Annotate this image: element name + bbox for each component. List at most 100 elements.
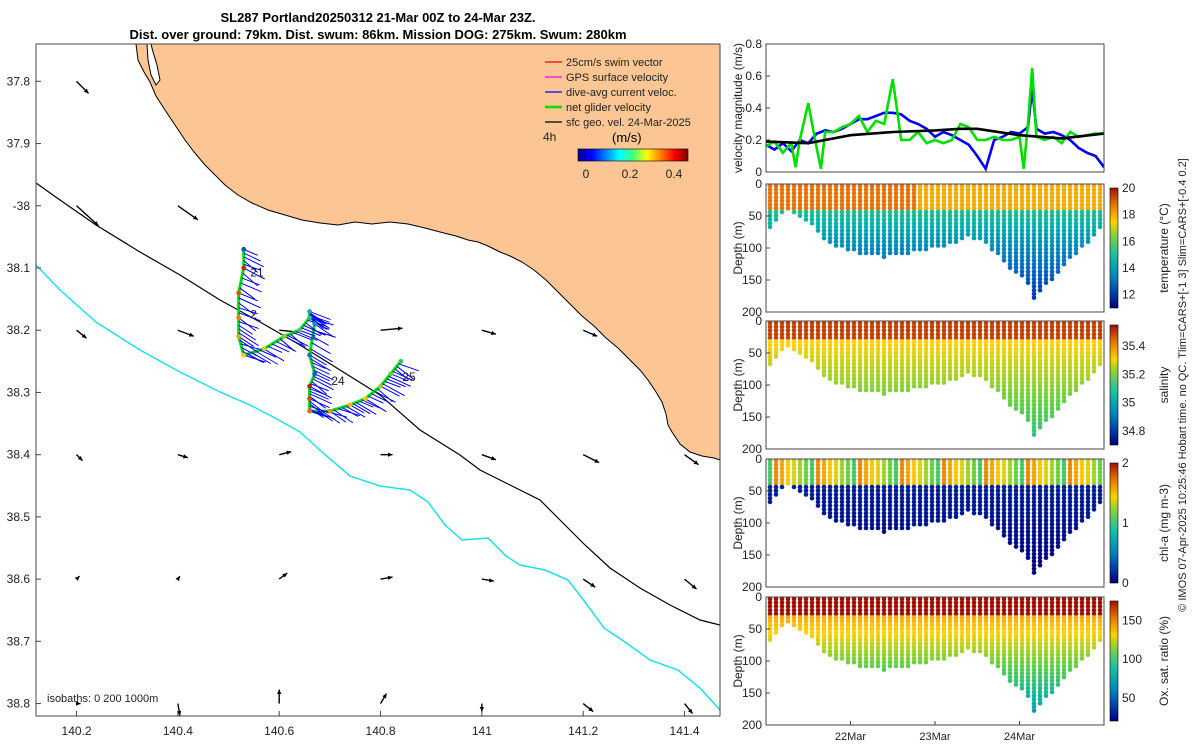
section-sample	[893, 243, 899, 248]
section-sample	[1013, 466, 1019, 471]
section-sample	[881, 525, 887, 531]
section-sample	[911, 206, 917, 211]
section-sample	[881, 372, 887, 378]
section-sample	[857, 369, 863, 374]
section-sample	[1091, 462, 1097, 468]
section-sample	[869, 626, 875, 632]
section-sample	[881, 324, 887, 330]
section-sample	[1019, 343, 1025, 348]
section-sample	[845, 346, 851, 352]
section-sample	[1043, 239, 1049, 245]
section-sample	[857, 495, 863, 501]
section-sample	[881, 365, 887, 370]
section-sample	[863, 615, 869, 620]
section-sample	[1097, 183, 1103, 189]
colorbar-tick-label: 14	[1122, 261, 1136, 275]
section-sample	[1049, 626, 1055, 632]
section-sample	[869, 380, 875, 385]
section-sample	[1091, 339, 1097, 344]
section-sample	[1049, 540, 1055, 546]
section-sample	[959, 626, 965, 632]
section-sample	[1019, 246, 1025, 252]
section-sample	[935, 458, 941, 464]
section-sample	[773, 473, 779, 479]
section-sample	[827, 492, 833, 497]
section-sample	[827, 198, 833, 204]
section-sample	[1049, 492, 1055, 497]
section-sample	[1049, 243, 1055, 248]
section-sample	[959, 206, 965, 211]
section-sample	[995, 458, 1001, 464]
section-sample	[1061, 510, 1067, 516]
section-sample	[1091, 361, 1097, 367]
section-sample	[1037, 615, 1043, 620]
section-sample	[1037, 596, 1043, 602]
section-sample	[1073, 626, 1079, 632]
section-sample	[1019, 365, 1025, 370]
depth-tick-label: 50	[749, 346, 763, 360]
section-sample	[1037, 287, 1043, 293]
section-sample	[1031, 682, 1037, 687]
section-sample	[1067, 622, 1073, 628]
section-sample	[839, 235, 845, 241]
section-sample	[929, 369, 935, 374]
section-sample	[929, 611, 935, 617]
section-sample	[1091, 503, 1097, 508]
section-sample	[1001, 395, 1007, 400]
section-sample	[917, 622, 923, 628]
section-sample	[1043, 473, 1049, 479]
section-sample	[881, 633, 887, 639]
section-sample	[947, 239, 953, 245]
section-sample	[845, 652, 851, 658]
section-sample	[977, 488, 983, 494]
section-sample	[947, 198, 953, 204]
section-sample	[1079, 466, 1085, 471]
section-sample	[917, 220, 923, 226]
section-sample	[1001, 328, 1007, 333]
section-sample	[815, 198, 821, 204]
section-sample	[917, 645, 923, 650]
section-sample	[1019, 387, 1025, 393]
section-sample	[773, 615, 779, 620]
section-sample	[899, 235, 905, 241]
section-sample	[911, 191, 917, 196]
section-sample	[1085, 339, 1091, 344]
section-sample	[995, 217, 1001, 222]
map-y-tick-label: 38.3	[7, 385, 31, 399]
section-sample	[1049, 224, 1055, 230]
section-sample	[887, 376, 893, 382]
section-sample	[905, 607, 911, 613]
section-sample	[887, 492, 893, 497]
section-sample	[767, 357, 773, 363]
section-sample	[851, 507, 857, 512]
section-sample	[863, 495, 869, 501]
section-sample	[995, 232, 1001, 237]
section-sample	[809, 194, 815, 200]
section-sample	[1013, 261, 1019, 267]
section-sample	[1007, 630, 1013, 635]
section-sample	[941, 619, 947, 624]
section-sample	[989, 224, 995, 230]
section-sample	[1025, 682, 1031, 687]
section-sample	[785, 481, 791, 486]
section-sample	[1049, 607, 1055, 613]
section-sample	[905, 645, 911, 650]
section-sample	[1031, 555, 1037, 560]
section-sample	[845, 499, 851, 505]
section-sample	[1061, 533, 1067, 538]
section-sample	[803, 604, 809, 609]
section-sample	[1031, 492, 1037, 497]
dive-avg-vector	[398, 363, 419, 372]
section-sample	[959, 350, 965, 356]
section-sample	[1079, 656, 1085, 661]
section-sample	[1055, 376, 1061, 382]
section-sample	[797, 350, 803, 356]
section-sample	[965, 369, 971, 374]
section-sample	[971, 213, 977, 219]
track-point	[398, 358, 404, 364]
section-sample	[917, 619, 923, 624]
section-sample	[881, 235, 887, 241]
section-sample	[917, 495, 923, 501]
section-sample	[935, 376, 941, 382]
section-sample	[1007, 191, 1013, 196]
